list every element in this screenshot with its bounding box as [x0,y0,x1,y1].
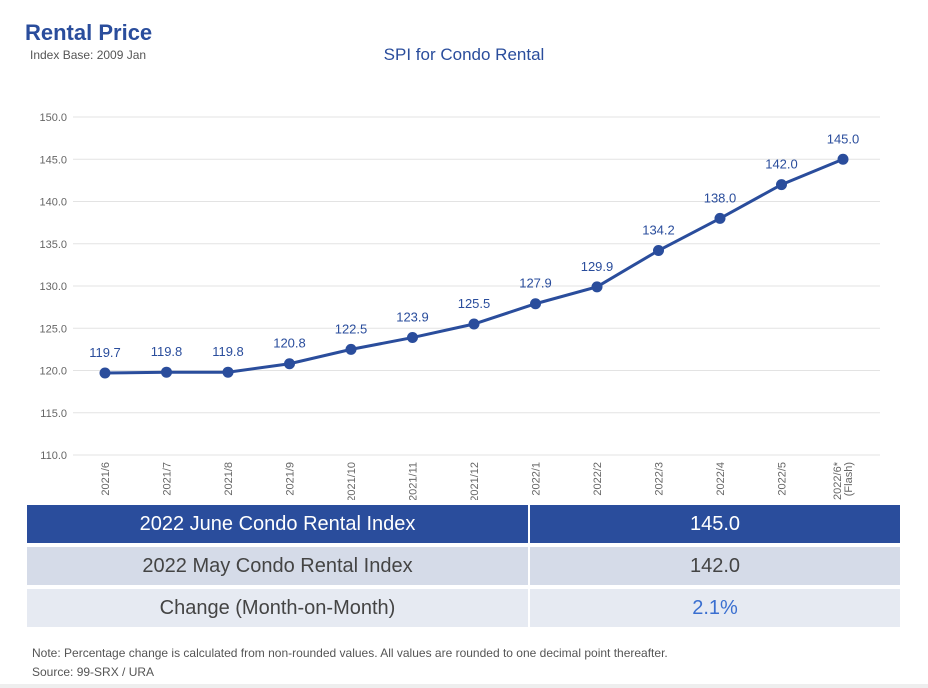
y-tick-label: 130.0 [39,281,67,293]
data-point [714,212,726,224]
x-tick-label: 2021/6 [100,462,112,496]
data-label: 142.0 [765,157,798,172]
y-tick-label: 145.0 [39,154,67,166]
x-tick-label: 2021/12 [469,462,481,500]
row-value: 2.1% [530,589,900,627]
x-tick-label: 2022/6* [832,461,844,500]
data-label: 119.8 [151,344,183,359]
data-label: 145.0 [827,131,860,146]
data-point [468,318,480,330]
footnote: Note: Percentage change is calculated fr… [32,644,668,682]
table-row: Change (Month-on-Month) 2.1% [27,589,900,627]
x-tick-label: 2022/3 [654,462,666,496]
data-point [99,367,111,379]
row-label: Change (Month-on-Month) [27,589,528,627]
data-point [653,245,664,257]
x-tick-label: 2021/9 [285,462,297,496]
y-tick-label: 135.0 [39,239,67,251]
data-label: 127.9 [519,276,552,291]
x-tick-label: 2022/4 [715,462,727,496]
y-tick-label: 110.0 [40,450,67,462]
source-text: Source: 99-SRX / URA [32,665,155,679]
data-label: 138.0 [704,190,737,205]
table-row: 2022 June Condo Rental Index 145.0 [27,505,900,543]
index-base: Index Base: 2009 Jan [30,48,147,62]
y-tick-label: 140.0 [39,197,67,209]
data-label: 129.9 [581,259,614,274]
y-tick-label: 150.0 [39,112,67,124]
data-point [222,366,234,378]
y-tick-label: 125.0 [39,323,67,335]
data-label: 119.8 [212,344,244,359]
row-value: 142.0 [530,547,900,585]
row-label: 2022 May Condo Rental Index [27,547,528,585]
x-tick-label: 2021/8 [223,462,235,496]
y-tick-label: 115.0 [40,408,67,420]
y-tick-label: 120.0 [39,366,67,378]
divider [0,684,928,688]
data-label: 120.8 [273,336,306,351]
data-label: 119.7 [89,345,121,360]
data-point [530,298,541,310]
page-title: Rental Price [25,20,153,45]
x-tick-label: 2021/7 [162,462,174,496]
data-point [161,366,172,378]
data-label: 122.5 [335,321,368,336]
data-point [776,179,787,191]
line-chart: 110.0 115.0 120.0 125.0 130.0 135.0 140.0 145.0… [39,112,880,500]
chart-title: SPI for Condo Rental [383,45,545,64]
note-text: Note: Percentage change is calculated fr… [32,646,668,660]
data-point [591,281,603,293]
x-tick-label: 2022/5 [777,462,789,496]
data-point [837,153,849,165]
data-point [284,358,295,370]
data-point [407,332,418,344]
data-point [345,343,357,355]
data-label: 125.5 [458,296,491,311]
x-tick-label: 2021/10 [346,462,358,500]
x-tick-label: 2022/2 [592,462,604,496]
x-tick-label: (Flash) [843,462,855,496]
x-tick-label: 2022/1 [531,462,543,496]
x-tick-label: 2021/11 [408,462,420,500]
table-row: 2022 May Condo Rental Index 142.0 [27,547,900,585]
data-label: 123.9 [396,310,429,325]
data-label: 134.2 [642,223,675,238]
row-label: 2022 June Condo Rental Index [27,505,528,543]
row-value: 145.0 [530,505,900,543]
summary-table: 2022 June Condo Rental Index 145.0 2022 M… [27,505,900,631]
